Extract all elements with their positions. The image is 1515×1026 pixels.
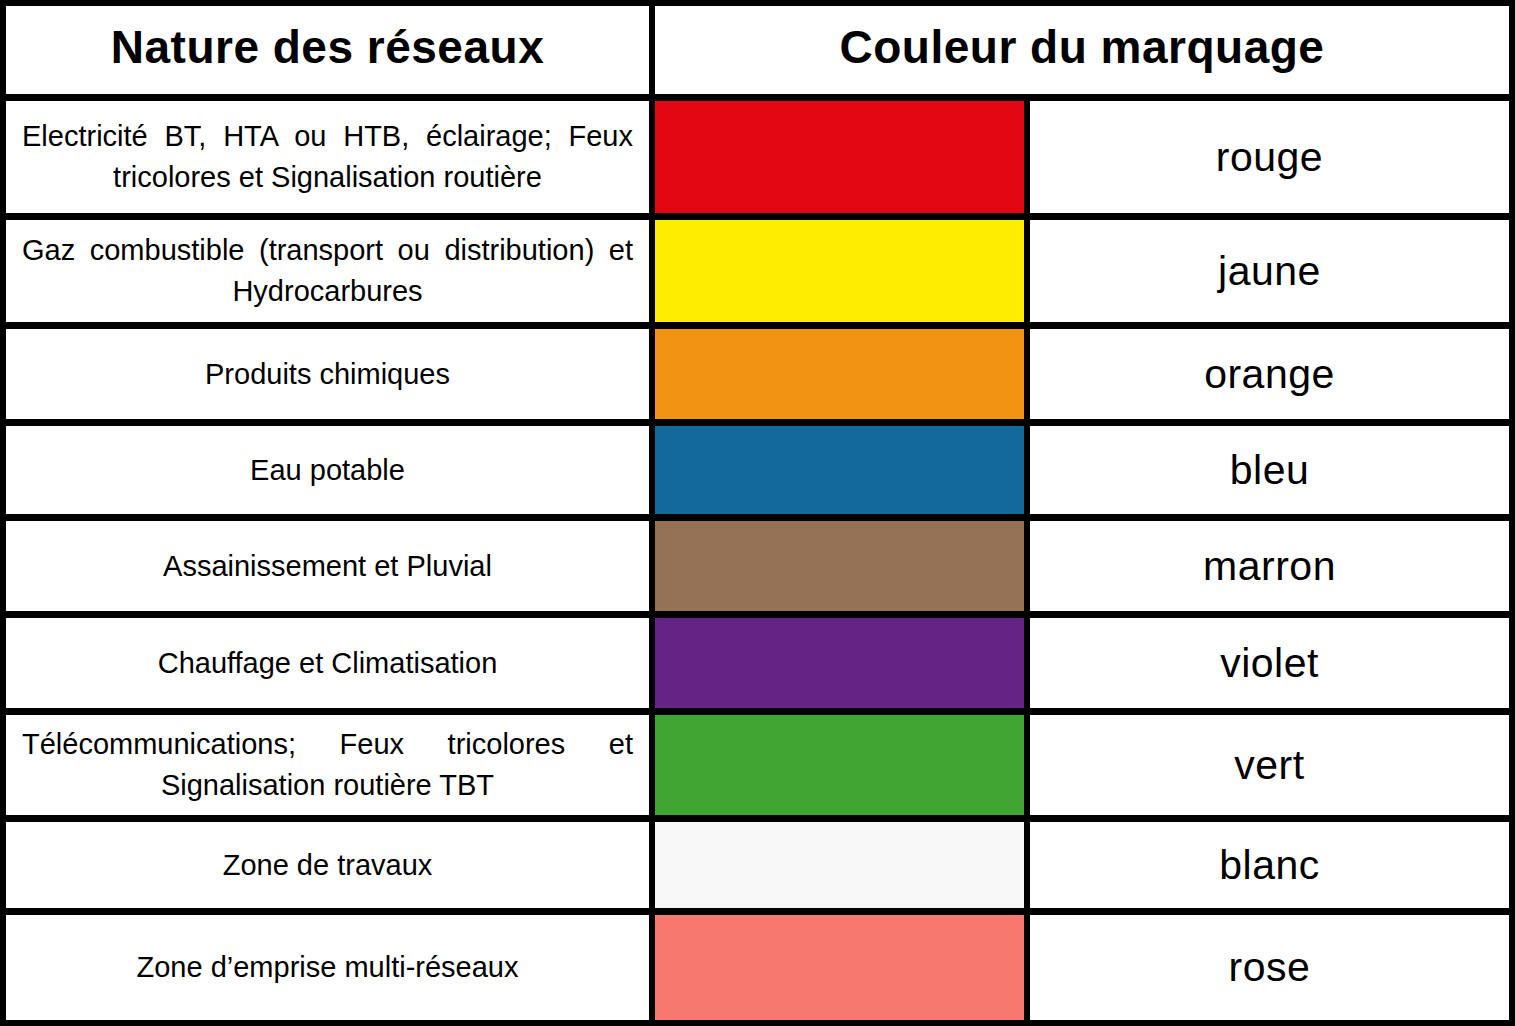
color-name: vert [1030, 715, 1509, 815]
color-name: orange [1030, 329, 1509, 419]
nature-label: Zone de travaux [22, 845, 633, 886]
color-swatch [655, 426, 1024, 514]
color-name: jaune [1030, 220, 1509, 322]
color-name: rouge [1030, 101, 1509, 213]
table-row-nature: Assainissement et Pluvial [6, 521, 649, 611]
header-nature-des-reseaux: Nature des réseaux [6, 6, 649, 94]
table-row-nature: Produits chimiques [6, 329, 649, 419]
nature-label: Produits chimiques [22, 354, 633, 395]
nature-label: Electricité BT, HTA ou HTB, éclairage; F… [22, 116, 633, 197]
header-couleur-label: Couleur du marquage [840, 20, 1325, 74]
table-row-nature: Chauffage et Climatisation [6, 618, 649, 708]
nature-label: Gaz combustible (transport ou distributi… [22, 230, 633, 311]
header-couleur-du-marquage: Couleur du marquage [655, 6, 1509, 94]
color-name: violet [1030, 618, 1509, 708]
table-row-nature: Gaz combustible (transport ou distributi… [6, 220, 649, 322]
table-row-nature: Eau potable [6, 426, 649, 514]
table-row-nature: Electricité BT, HTA ou HTB, éclairage; F… [6, 101, 649, 213]
marking-color-table: Nature des réseaux Couleur du marquage E… [0, 0, 1515, 1026]
color-swatch [655, 618, 1024, 708]
header-nature-label: Nature des réseaux [111, 20, 544, 74]
color-name: bleu [1030, 426, 1509, 514]
color-swatch [655, 521, 1024, 611]
table-row-nature: Zone d’emprise multi-réseaux [6, 915, 649, 1020]
color-swatch [655, 822, 1024, 908]
color-swatch [655, 220, 1024, 322]
color-swatch [655, 915, 1024, 1020]
color-name: rose [1030, 915, 1509, 1020]
nature-label: Eau potable [22, 450, 633, 491]
color-swatch [655, 715, 1024, 815]
nature-label: Chauffage et Climatisation [22, 643, 633, 684]
table-row-nature: Zone de travaux [6, 822, 649, 908]
color-swatch [655, 329, 1024, 419]
color-name: marron [1030, 521, 1509, 611]
table-row-nature: Télécommunications; Feux tricolores et S… [6, 715, 649, 815]
color-swatch [655, 101, 1024, 213]
nature-label: Assainissement et Pluvial [22, 546, 633, 587]
color-name: blanc [1030, 822, 1509, 908]
nature-label: Télécommunications; Feux tricolores et S… [22, 724, 633, 805]
nature-label: Zone d’emprise multi-réseaux [22, 947, 633, 988]
